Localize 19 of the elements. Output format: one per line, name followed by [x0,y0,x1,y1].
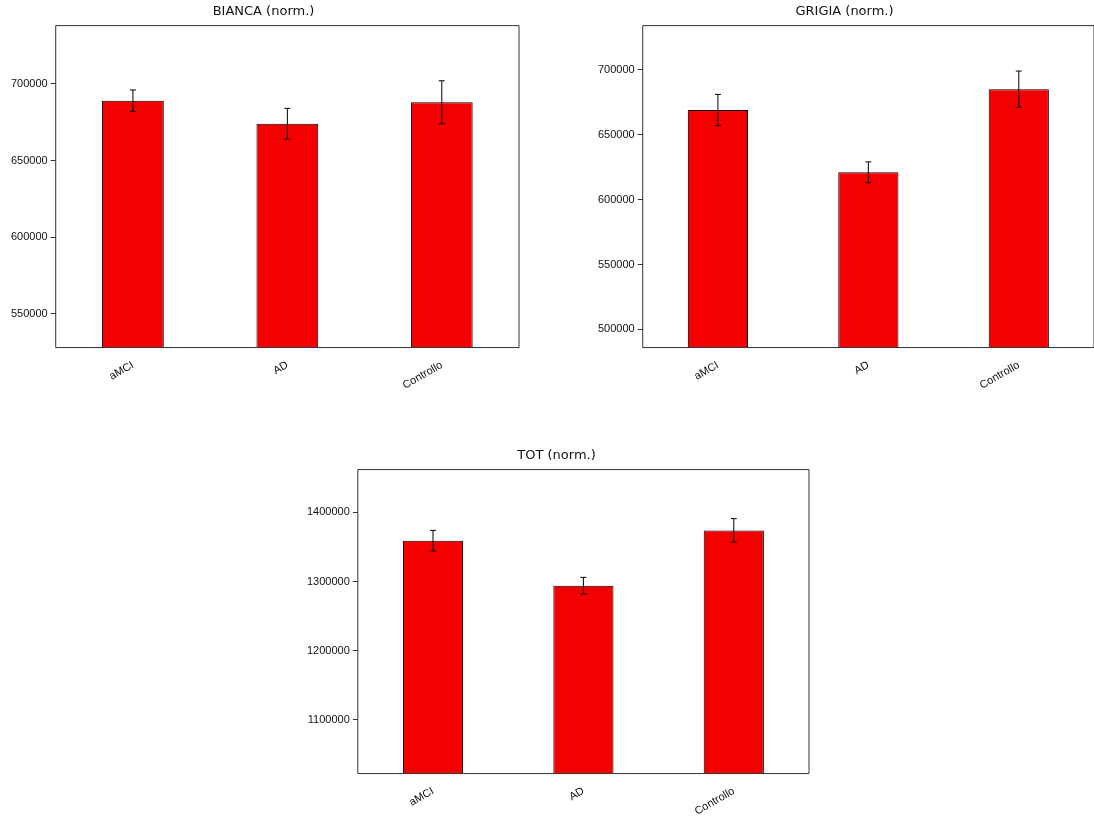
y-tick-label: 500000 [597,322,635,335]
y-tick-label: 1400000 [307,505,350,518]
y-tick-label: 550000 [10,306,48,319]
y-tick-label: 650000 [597,127,635,140]
y-tick-label: 650000 [10,153,48,166]
x-tick-label: AD [851,358,871,377]
chart-title: GRIGIA (norm.) [795,3,894,19]
y-tick-label: 700000 [597,62,635,75]
x-tick-label: AD [270,358,290,377]
x-tick-label: AD [566,784,586,803]
chart-title: TOT (norm.) [516,447,596,463]
y-tick-label: 700000 [10,76,48,89]
y-tick-label: 1200000 [307,643,350,656]
y-tick-label: 1100000 [307,712,350,725]
y-tick-label: 550000 [597,257,635,270]
y-tick-label: 600000 [10,230,48,243]
y-tick-label: 1300000 [307,574,350,587]
y-tick-label: 600000 [597,192,635,205]
chart-title: BIANCA (norm.) [212,3,315,19]
